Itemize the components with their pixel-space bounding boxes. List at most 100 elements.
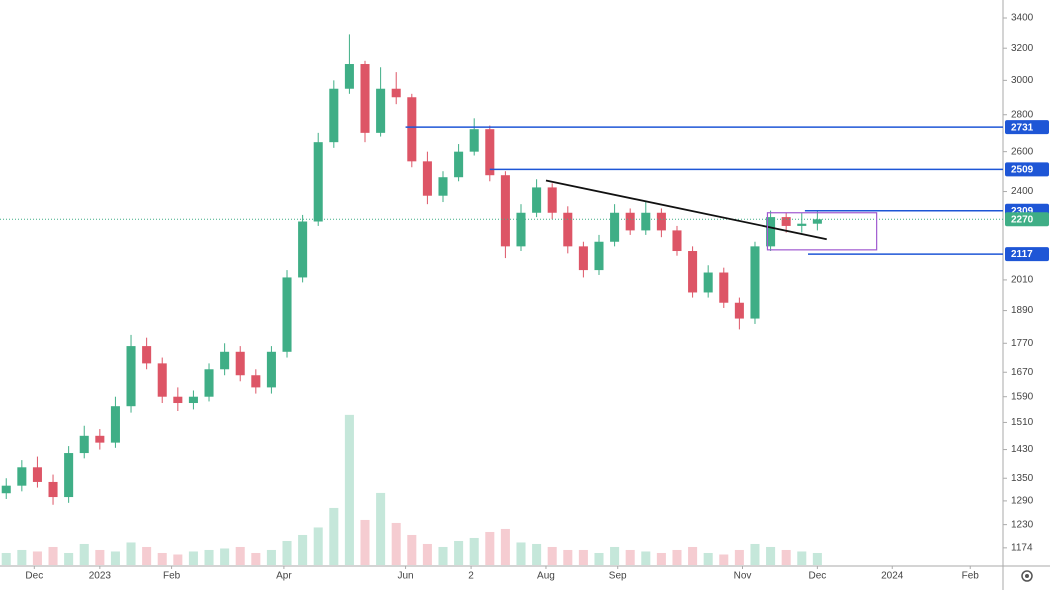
- volume-bar: [126, 542, 136, 565]
- y-tick-label: 3200: [1011, 43, 1034, 54]
- candle-body: [594, 241, 604, 271]
- volume-bar: [1, 552, 11, 565]
- volume-bar: [376, 492, 386, 565]
- candle-body: [719, 272, 729, 303]
- volume-bar: [17, 549, 27, 565]
- x-tick-label: 2023: [89, 571, 112, 582]
- volume-bar: [157, 552, 167, 565]
- candle-body: [656, 212, 666, 231]
- volume-bar: [235, 546, 245, 565]
- candle-body: [220, 351, 230, 370]
- candle-body: [48, 481, 58, 498]
- candle-body: [157, 363, 167, 397]
- level-badge: [1005, 120, 1049, 135]
- volume-bar: [485, 531, 495, 565]
- settings-icon[interactable]: [1021, 570, 1033, 582]
- y-tick-label: 1290: [1011, 496, 1034, 507]
- volume-bar: [469, 537, 479, 565]
- x-tick-label: 2024: [881, 571, 904, 582]
- volume-bar: [95, 549, 105, 565]
- volume-bar: [282, 540, 292, 565]
- candle-body: [578, 246, 588, 271]
- candle-body: [422, 161, 432, 196]
- range-box: [766, 212, 878, 251]
- x-tick-label: Dec: [808, 571, 826, 582]
- candle-body: [454, 151, 464, 178]
- x-tick-label: Apr: [276, 571, 292, 582]
- volume-bar: [766, 546, 776, 565]
- x-tick-label: Aug: [537, 571, 555, 582]
- volume-bar: [173, 554, 183, 565]
- candle-body: [251, 375, 261, 388]
- candle-body: [313, 142, 323, 222]
- volume-bar: [204, 549, 214, 565]
- candle-body: [547, 187, 557, 213]
- x-tick-label: Dec: [25, 571, 43, 582]
- candle-body: [95, 435, 105, 443]
- candle-body: [188, 396, 198, 404]
- volume-bar: [407, 534, 417, 565]
- volume-bar: [688, 546, 698, 565]
- candle-body: [126, 346, 136, 407]
- volume-bar: [251, 552, 261, 565]
- x-tick-label: Feb: [163, 571, 181, 582]
- y-tick-label: 1350: [1011, 473, 1034, 484]
- candle-body: [329, 88, 339, 143]
- candle-body: [173, 396, 183, 404]
- volume-bar: [532, 543, 542, 565]
- candle-body: [235, 351, 245, 376]
- volume-bar: [298, 534, 308, 565]
- volume-bar: [563, 549, 573, 565]
- candle-body: [438, 177, 448, 196]
- volume-bar: [719, 554, 729, 565]
- level-label: 2309: [1011, 206, 1034, 217]
- candle-body: [110, 406, 120, 443]
- level-badge: [1005, 247, 1049, 262]
- candle-body: [734, 302, 744, 319]
- candle-body: [610, 212, 620, 242]
- volume-bar: [610, 546, 620, 565]
- candle-body: [1, 485, 11, 494]
- volume-bar: [438, 546, 448, 565]
- x-tick-label: Feb: [962, 571, 980, 582]
- x-tick-label: 2: [468, 571, 474, 582]
- candle-body: [17, 467, 27, 486]
- candle-body: [500, 175, 510, 247]
- volume-bar: [344, 414, 354, 565]
- level-label: 2731: [1011, 122, 1034, 133]
- candle-body: [750, 246, 760, 319]
- last-price-badge: [1005, 212, 1049, 227]
- candle-body: [391, 88, 401, 98]
- y-tick-label: 2800: [1011, 109, 1034, 120]
- y-tick-label: 1430: [1011, 444, 1034, 455]
- volume-bar: [110, 551, 120, 565]
- volume-bar: [812, 552, 822, 565]
- volume-bar: [734, 549, 744, 565]
- volume-bar: [797, 551, 807, 565]
- candle-body: [563, 212, 573, 247]
- y-tick-label: 1510: [1011, 417, 1034, 428]
- x-tick-label: Nov: [734, 571, 752, 582]
- y-tick-label: 1770: [1011, 338, 1034, 349]
- x-tick-label: Jun: [398, 571, 414, 582]
- candle-body: [79, 435, 89, 454]
- candle-body: [812, 219, 822, 224]
- candle-body: [298, 221, 308, 278]
- volume-bar: [64, 552, 74, 565]
- candle-body: [407, 97, 417, 162]
- candle-body: [469, 129, 479, 152]
- y-tick-label: 1670: [1011, 367, 1034, 378]
- volume-bar: [625, 549, 635, 565]
- candle-body: [703, 272, 713, 293]
- volume-bar: [48, 546, 58, 565]
- y-tick-label: 1890: [1011, 305, 1034, 316]
- level-label: 2117: [1011, 249, 1033, 260]
- volume-bar: [750, 543, 760, 565]
- volume-bar: [547, 546, 557, 565]
- y-tick-label: 2600: [1011, 146, 1034, 157]
- volume-bar: [329, 507, 339, 565]
- volume-bar: [266, 549, 276, 565]
- volume-bar: [360, 519, 370, 565]
- volume-bar: [313, 527, 323, 565]
